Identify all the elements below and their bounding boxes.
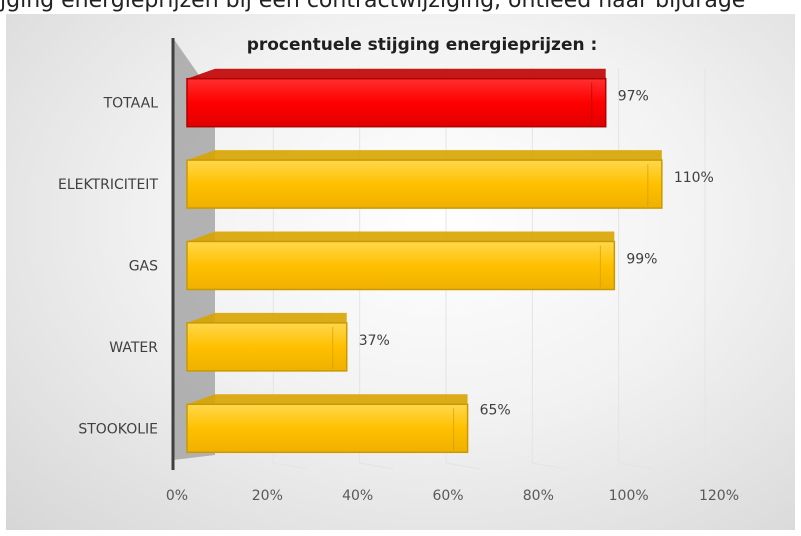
bar-top-face (187, 231, 615, 242)
bar-top-face (187, 150, 662, 161)
bar-front-face (186, 322, 348, 372)
data-label-totaal: 97% (618, 89, 649, 105)
bar-top-face (187, 312, 347, 323)
bar-elektriciteit (186, 150, 663, 209)
bar-front-face (186, 77, 607, 128)
gridline-floor (532, 462, 567, 470)
gridline-floor (359, 462, 394, 470)
data-labels: 97% 110% 99% 37% 65% (359, 89, 714, 419)
bar-top-face (187, 68, 606, 79)
x-tick-labels: 0% 20% 40% 60% 80% 100% 120% (166, 488, 739, 504)
bar-gas (186, 231, 616, 291)
x-tick-label: 100% (609, 488, 649, 504)
x-tick-label: 120% (699, 488, 739, 504)
gridline-floor (445, 462, 481, 470)
data-label-stookolie: 65% (480, 402, 511, 418)
bars (186, 68, 663, 454)
bar-front-face (186, 403, 469, 454)
data-label-water: 37% (359, 333, 390, 349)
bar-front-face (186, 159, 663, 209)
category-label-totaal: TOTAAL (103, 96, 159, 112)
bar-top-face (187, 394, 468, 405)
x-tick-label: 20% (252, 488, 283, 504)
category-label-gas: GAS (129, 259, 158, 275)
category-label-elektriciteit: ELEKTRICITEIT (58, 177, 158, 193)
x-tick-label: 80% (523, 488, 554, 504)
chart-title: procentuele stijging energieprijzen : (247, 35, 598, 55)
bar-totaal (186, 68, 607, 128)
bar-stookolie (186, 394, 469, 454)
data-label-elektriciteit: 110% (674, 170, 714, 186)
data-label-gas: 99% (626, 252, 657, 268)
gridline-floor (704, 462, 740, 470)
bar-front-face (186, 240, 616, 291)
category-label-stookolie: STOOKOLIE (78, 421, 158, 437)
x-tick-label: 60% (432, 488, 463, 504)
x-tick-label: 40% (342, 488, 373, 504)
category-label-water: WATER (109, 340, 158, 356)
category-labels: TOTAAL ELEKTRICITEIT GAS WATER STOOKOLIE (58, 96, 158, 438)
cropped-header-text: jging energieprijzen bij een contractwij… (0, 0, 746, 13)
gridline-floor (273, 462, 308, 470)
gridline-floor (618, 462, 653, 470)
bar-water (186, 312, 348, 372)
x-tick-label: 0% (166, 488, 188, 504)
